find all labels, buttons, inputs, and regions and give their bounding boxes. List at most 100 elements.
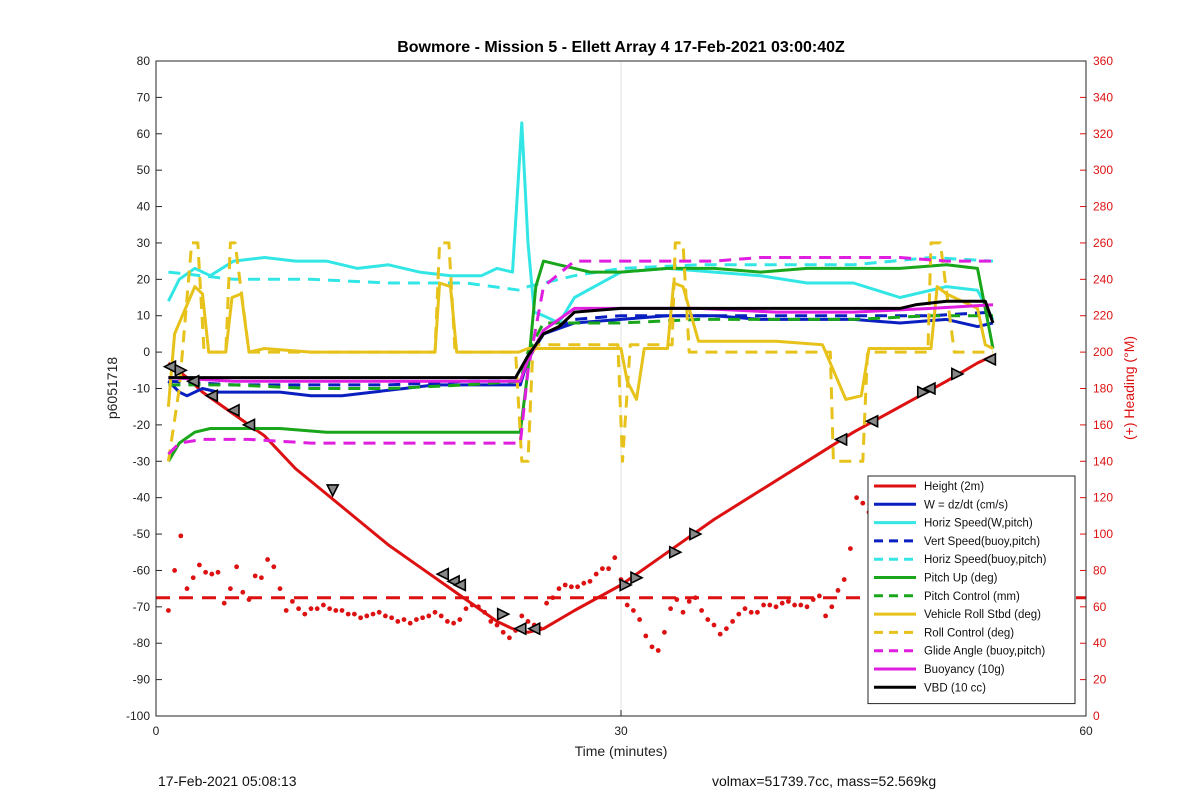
heading-point [426,613,432,619]
heading-point [854,495,859,501]
left-tick-label: -50 [133,527,151,541]
right-tick-label: 220 [1093,309,1113,323]
heading-point [680,609,686,615]
left-tick-label: -70 [133,600,151,614]
heading-point [190,575,196,581]
x-tick-label: 30 [614,724,628,738]
left-tick-label: 30 [137,236,151,250]
legend-label: Pitch Up (deg) [924,573,998,585]
heading-point [593,571,599,577]
heading-point [228,586,233,592]
triangle-marker [922,381,936,396]
heading-point [252,573,258,579]
right-tick-label: 160 [1093,418,1113,432]
triangle-marker [864,414,879,429]
right-tick-label: 300 [1093,163,1113,177]
right-tick-label: 120 [1093,491,1113,505]
heading-point [327,606,332,612]
left-tick-label: 60 [137,127,151,141]
series-line-11 [168,299,995,380]
legend-label: Roll Control (deg) [924,627,1014,639]
triangle-marker [174,363,189,378]
heading-point [742,606,748,612]
heading-point [717,631,723,637]
left-tick-label: 20 [137,272,151,286]
heading-point [649,644,655,650]
right-tick-label: 200 [1093,345,1113,359]
heading-point [730,618,735,624]
heading-point [829,604,835,610]
series-line-2 [167,121,995,325]
triangle-marker [982,352,997,367]
heading-point [823,613,828,619]
heading-point [693,595,698,601]
heading-point [761,602,766,608]
heading-point [420,615,425,621]
series-line-10 [168,303,994,383]
heading-point [308,606,314,612]
heading-point [432,609,438,615]
heading-point [352,611,357,617]
right-tick-label: 180 [1093,382,1113,396]
heading-point [810,597,816,602]
legend-label: Pitch Control (mm) [924,591,1020,603]
x-axis-label: Time (minutes) [575,743,668,759]
heading-point [786,598,791,604]
series-line-5 [167,259,995,463]
heading-point [407,620,413,626]
triangle-marker [689,527,703,541]
heading-point [389,615,394,621]
left-tick-label: -60 [133,563,151,577]
heading-point [277,586,283,592]
heading-point [767,602,773,608]
chart-title: Bowmore - Mission 5 - Ellett Array 4 17-… [397,39,845,56]
heading-point [488,618,494,624]
left-tick-label: 10 [137,309,151,323]
heading-point [631,608,636,613]
left-tick-label: -100 [126,709,150,723]
right-tick-label: 260 [1093,236,1113,250]
triangle-marker [226,403,240,418]
heading-point [507,635,512,641]
heading-point [463,606,469,612]
heading-point [817,593,822,599]
heading-point [209,571,215,577]
triangle-marker [512,621,527,636]
heading-point [172,568,178,573]
heading-point [339,608,345,613]
triangle-marker [185,374,200,389]
heading-point [643,633,649,639]
legend-label: VBD (10 cc) [924,682,986,694]
heading-point [562,582,568,588]
heading-point [445,618,450,624]
legend-label: W = dz/dt (cm/s) [924,499,1008,511]
heading-point [525,618,531,624]
heading-point [345,611,351,617]
left-tick-label: -80 [133,636,151,650]
series-line-0 [167,354,994,634]
heading-point [178,533,184,539]
heading-point [333,608,339,613]
heading-point [451,620,456,626]
heading-point [804,604,810,610]
heading-point [773,604,779,610]
right-tick-label: 0 [1093,709,1100,723]
heading-point [265,557,270,562]
legend-box [867,475,1076,705]
heading-point [606,566,611,572]
heading-point [748,609,754,615]
left-tick-label: -90 [133,673,151,687]
left-tick-label: 40 [137,200,151,214]
heading-point [668,606,673,612]
legend-label: Buoyancy (10g) [924,664,1005,676]
heading-point [370,611,376,617]
heading-point [637,617,642,622]
heading-point [792,602,797,608]
heading-point [184,586,190,592]
heading-point [798,602,804,608]
triangle-marker [435,567,450,581]
heading-point [835,588,841,593]
heading-point [500,629,506,635]
legend-label: Height (2m) [924,481,984,493]
right-tick-label: 100 [1093,527,1113,541]
